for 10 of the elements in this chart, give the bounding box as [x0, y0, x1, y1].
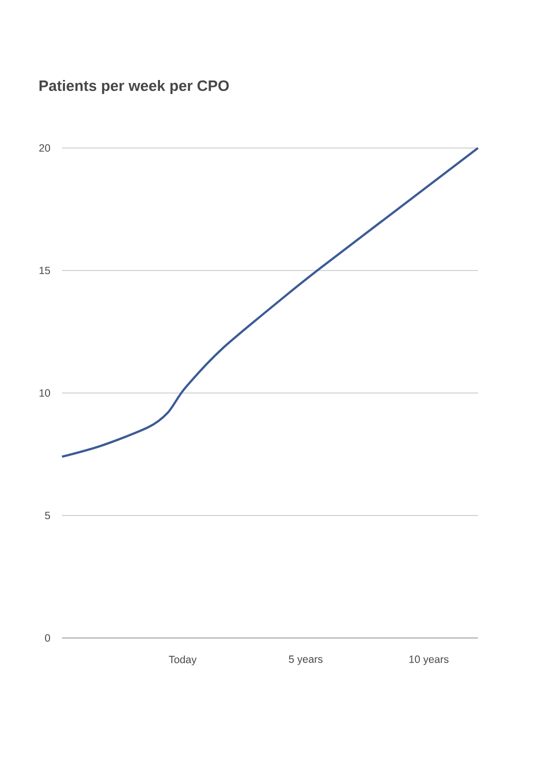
- y-tick-label: 20: [39, 144, 50, 152]
- chart-title: Patients per week per CPO: [40, 80, 229, 94]
- line-series: [60, 146, 480, 458]
- x-tick-label: 5 years: [288, 656, 323, 665]
- x-tick-label: 10 years: [409, 656, 448, 666]
- y-tick-label: 15: [40, 266, 50, 274]
- y-tick-label: 5: [45, 512, 50, 520]
- y-tick-label: 0: [45, 634, 50, 642]
- y-tick-label: 10: [40, 389, 50, 397]
- x-tick-label: Today: [168, 656, 197, 666]
